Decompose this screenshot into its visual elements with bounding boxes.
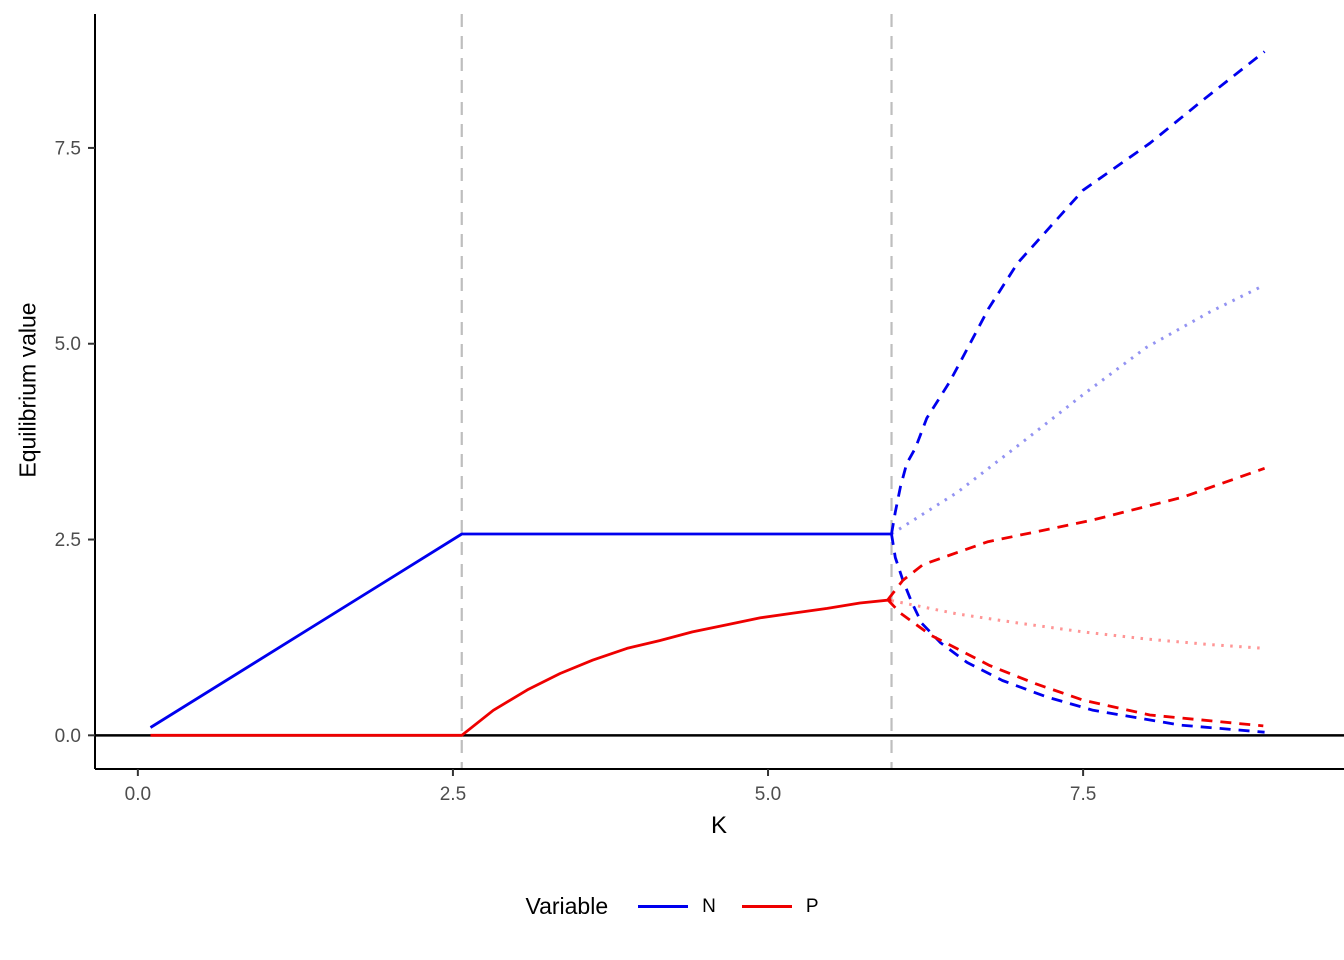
x-axis-title: K [710, 812, 728, 839]
series-p-limit-cycle-minimum [886, 598, 1264, 728]
y-tick-label: 0.0 [55, 726, 81, 747]
legend-item-P: P [741, 895, 819, 918]
legend-title: Variable [525, 893, 609, 919]
y-axis-title: Equilibrium value [14, 302, 41, 478]
legend-label-P: P [805, 895, 819, 917]
series-n-limit-cycle-maximum [890, 50, 1266, 535]
y-tick-label: 7.5 [55, 138, 81, 159]
y-tick-label: 2.5 [55, 530, 81, 551]
legend-item-N: N [638, 896, 716, 918]
series-n-stable-equilibrium [149, 532, 892, 729]
series-p-unstable-equilibrium [891, 599, 1265, 650]
legend-key-P [741, 905, 792, 908]
legend-key-N [638, 905, 689, 908]
series-n-limit-cycle-minimum [890, 533, 1265, 734]
legend-label-N: N [702, 895, 716, 917]
x-tick-label: 0.0 [125, 784, 151, 805]
series-p-limit-cycle-maximum [886, 466, 1266, 601]
series-n-unstable-equilibrium [890, 283, 1266, 536]
x-tick-label: 5.0 [755, 784, 781, 805]
legend: Variable N P [0, 893, 1344, 920]
series-p-stable-equilibrium [150, 598, 892, 737]
y-tick-label: 5.0 [55, 334, 81, 355]
x-tick-label: 7.5 [1070, 784, 1096, 805]
x-tick-label: 2.5 [440, 784, 466, 805]
